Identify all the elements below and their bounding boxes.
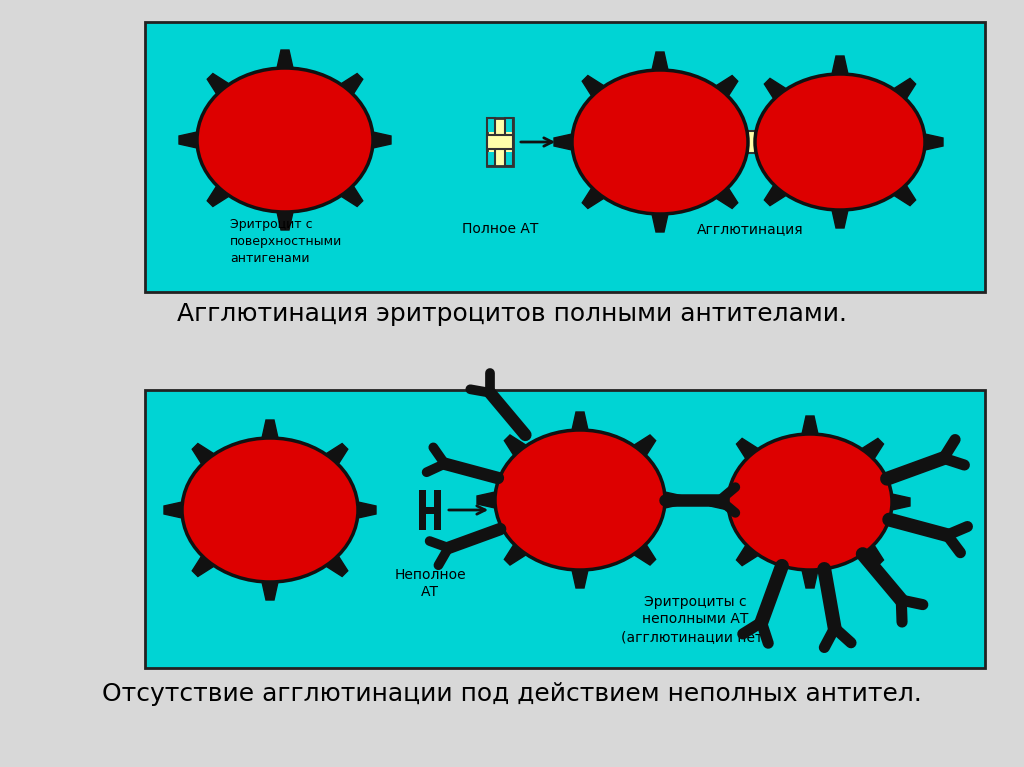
Polygon shape (635, 544, 655, 565)
Bar (419, 506, 441, 513)
Bar (434, 490, 441, 530)
Polygon shape (748, 134, 766, 150)
Ellipse shape (495, 430, 665, 570)
Polygon shape (894, 78, 915, 100)
Polygon shape (892, 494, 910, 510)
Polygon shape (505, 435, 525, 456)
Polygon shape (262, 420, 278, 438)
Polygon shape (710, 494, 728, 510)
Polygon shape (652, 52, 668, 70)
Polygon shape (764, 78, 785, 100)
Polygon shape (764, 184, 785, 206)
Polygon shape (583, 187, 603, 209)
Polygon shape (736, 439, 758, 459)
Polygon shape (736, 545, 758, 565)
Polygon shape (831, 56, 848, 74)
Ellipse shape (572, 70, 748, 214)
Ellipse shape (197, 68, 373, 212)
Text: Агглютинация эритроцитов полными антителами.: Агглютинация эритроцитов полными антител… (177, 302, 847, 326)
Bar (145, 390, 985, 668)
Bar (505, 152, 513, 166)
Text: Эритроциты с
неполными АТ
(агглютинации нет): Эритроциты с неполными АТ (агглютинации … (622, 595, 769, 644)
Bar (748, 131, 755, 153)
Polygon shape (373, 132, 391, 148)
Polygon shape (262, 582, 278, 600)
Bar (487, 152, 495, 166)
Text: Отсутствие агглютинации под действием неполных антител.: Отсутствие агглютинации под действием не… (102, 682, 922, 706)
Polygon shape (342, 186, 362, 206)
Polygon shape (554, 134, 572, 150)
Bar (487, 118, 495, 132)
Bar (505, 118, 513, 132)
Ellipse shape (755, 74, 925, 210)
Polygon shape (342, 74, 362, 95)
Polygon shape (665, 492, 683, 508)
Polygon shape (278, 50, 293, 68)
Polygon shape (477, 492, 495, 508)
Bar (419, 490, 426, 530)
Text: Полное АТ: Полное АТ (462, 222, 539, 236)
Polygon shape (635, 435, 655, 456)
Polygon shape (737, 134, 755, 150)
Bar (487, 135, 513, 149)
Bar (145, 22, 985, 292)
Polygon shape (862, 439, 884, 459)
Polygon shape (278, 212, 293, 230)
Polygon shape (193, 443, 213, 465)
Polygon shape (717, 187, 737, 209)
Ellipse shape (182, 438, 358, 582)
Ellipse shape (728, 434, 892, 570)
Bar (505, 118, 513, 166)
Polygon shape (862, 545, 884, 565)
Polygon shape (831, 210, 848, 228)
Polygon shape (193, 555, 213, 577)
Bar (487, 118, 513, 166)
Polygon shape (717, 75, 737, 97)
Polygon shape (652, 214, 668, 232)
Text: Неполное
АТ: Неполное АТ (394, 568, 466, 599)
Polygon shape (327, 443, 348, 465)
Polygon shape (894, 184, 915, 206)
Polygon shape (207, 74, 228, 95)
Polygon shape (572, 412, 588, 430)
Polygon shape (572, 570, 588, 588)
Text: Агглютинация: Агглютинация (696, 222, 803, 236)
Polygon shape (802, 416, 818, 434)
Bar (487, 118, 495, 166)
Polygon shape (179, 132, 197, 148)
Polygon shape (505, 544, 525, 565)
Polygon shape (358, 502, 376, 518)
Polygon shape (583, 75, 603, 97)
Polygon shape (327, 555, 348, 577)
Text: Эритроцит с
поверхностными
антигенами: Эритроцит с поверхностными антигенами (230, 218, 342, 265)
Polygon shape (802, 570, 818, 588)
Polygon shape (925, 134, 943, 150)
Polygon shape (164, 502, 182, 518)
Polygon shape (207, 186, 228, 206)
